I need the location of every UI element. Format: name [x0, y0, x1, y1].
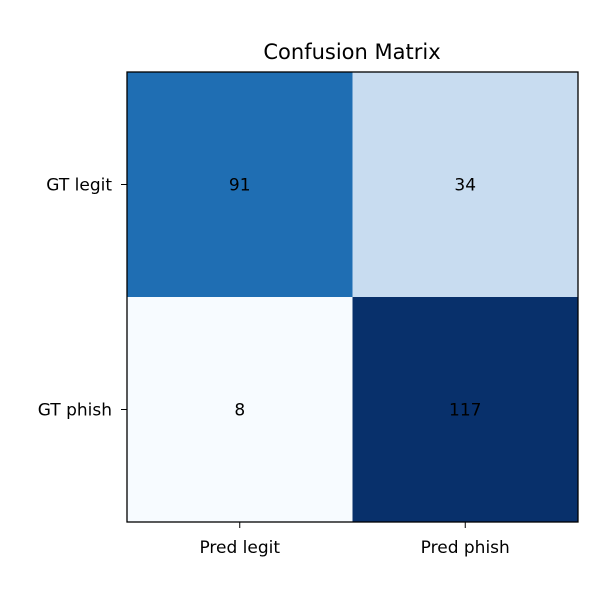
cell-value-r0-c0: 91: [229, 176, 251, 196]
heatmap-cells: [127, 72, 578, 522]
chart-title: Confusion Matrix: [263, 40, 440, 64]
cell-value-r1-c0: 8: [234, 401, 245, 421]
heatmap-cell-r0-c0: [127, 72, 353, 297]
x-tick-label-1: Pred phish: [421, 538, 510, 558]
heatmap-cell-r1-c0: [127, 297, 353, 522]
cell-value-r0-c1: 34: [454, 176, 476, 196]
heatmap-cell-r0-c1: [352, 72, 578, 297]
y-axis-ticks: GT legit GT phish: [38, 176, 127, 421]
cell-value-r1-c1: 117: [449, 401, 481, 421]
plot-frame: [126, 71, 579, 523]
y-tick-label-0: GT legit: [46, 176, 112, 196]
x-tick-label-0: Pred legit: [199, 538, 280, 558]
cell-value-labels: 91 34 8 117: [229, 176, 482, 421]
y-tick-label-1: GT phish: [38, 401, 112, 421]
x-axis-ticks: Pred legit Pred phish: [199, 522, 510, 558]
heatmap-cell-r1-c1: [352, 297, 578, 522]
